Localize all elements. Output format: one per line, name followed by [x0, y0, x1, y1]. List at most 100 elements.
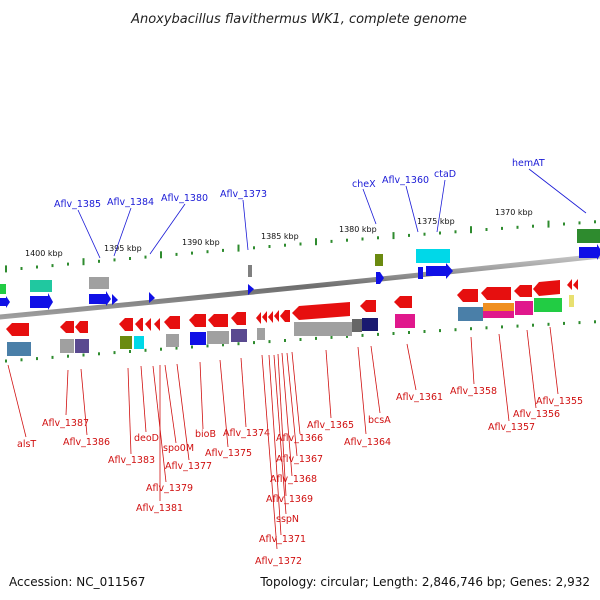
- gene-label: deoD: [134, 433, 159, 444]
- gene-label: alsT: [17, 439, 36, 450]
- scale-tick: [516, 225, 519, 229]
- scale-tick: [377, 332, 379, 336]
- forward-gene: [248, 284, 254, 295]
- scale-tick: [51, 264, 54, 268]
- gene-label: Aflv_1369: [266, 494, 313, 505]
- genome-backbone: [0, 253, 600, 320]
- scale-tick: [423, 330, 426, 333]
- scale-tick: [222, 248, 224, 252]
- scale-tick: [423, 232, 426, 236]
- scale-tick: [67, 354, 69, 358]
- scale-tick: [516, 324, 519, 328]
- cds-feature: [395, 314, 415, 328]
- forward-gene: [579, 244, 600, 260]
- gene-label: Aflv_1368: [270, 474, 317, 485]
- scale-tick: [594, 220, 596, 224]
- reverse-gene: [262, 311, 267, 323]
- kbp-label: 1390 kbp: [182, 238, 220, 247]
- kbp-tick-ring: [5, 220, 596, 273]
- gene-label: Aflv_1371: [259, 534, 306, 545]
- reverse-gene: [60, 321, 74, 333]
- kbp-label: 1385 kbp: [261, 232, 299, 241]
- scale-tick: [51, 355, 54, 359]
- gene-label: sspN: [276, 514, 299, 525]
- scale-tick: [330, 239, 333, 243]
- cds-feature: [75, 339, 89, 353]
- cds-feature: [190, 332, 206, 345]
- scale-tick: [144, 255, 147, 259]
- scale-tick: [20, 267, 23, 270]
- scale-tick: [206, 250, 209, 254]
- cds-feature: [30, 280, 52, 292]
- cds-feature: [534, 298, 562, 312]
- reverse-gene: [164, 316, 180, 329]
- kbp-scale-labels: 1400 kbp 1395 kbp 1390 kbp 1385 kbp 1380…: [25, 208, 533, 258]
- forward-gene: [30, 293, 53, 310]
- scale-tick: [392, 232, 395, 240]
- reverse-gene: [514, 285, 532, 297]
- gene-label: Aflv_1365: [307, 420, 354, 431]
- cds-feature: [7, 342, 31, 356]
- scale-tick: [191, 345, 193, 349]
- gene-label: Aflv_1385: [54, 199, 101, 210]
- reverse-gene: [533, 280, 560, 296]
- scale-tick: [129, 350, 131, 353]
- scale-tick: [113, 258, 116, 262]
- reverse-gene: [274, 310, 279, 322]
- scale-tick: [408, 233, 410, 237]
- gene-label: Aflv_1386: [63, 437, 110, 448]
- gene-label: Aflv_1383: [108, 455, 155, 466]
- gene-label: Aflv_1387: [42, 418, 89, 429]
- gene-label: hemAT: [512, 158, 545, 169]
- scale-tick: [299, 242, 302, 246]
- forward-gene: [376, 272, 384, 284]
- scale-tick: [470, 327, 472, 331]
- scale-tick: [346, 334, 348, 338]
- cds-feature: [0, 284, 6, 294]
- forward-gene: [149, 292, 155, 303]
- cds-feature: [89, 277, 109, 289]
- reverse-gene: [567, 279, 572, 290]
- scale-tick: [578, 221, 581, 225]
- reverse-gene: [573, 279, 578, 290]
- gene-label: Aflv_1374: [223, 428, 270, 439]
- gene-label: bcsA: [368, 415, 391, 426]
- scale-tick: [175, 346, 178, 350]
- top-gene-labels: Aflv_1385 Aflv_1384 Aflv_1380 Aflv_1373 …: [54, 158, 545, 210]
- kbp-label: 1370 kbp: [495, 208, 533, 217]
- scale-tick: [222, 343, 224, 347]
- gene-label: Aflv_1361: [396, 392, 443, 403]
- cds-feature: [458, 307, 483, 321]
- topology-text: Topology: circular; Length: 2,846,746 bp…: [259, 575, 590, 589]
- scale-tick: [237, 244, 240, 252]
- reverse-gene: [256, 312, 261, 324]
- scale-tick: [82, 258, 85, 266]
- gene-label: Aflv_1372: [255, 556, 302, 567]
- reverse-gene: [75, 321, 88, 333]
- gene-label: Aflv_1381: [136, 503, 183, 514]
- kbp-label: 1400 kbp: [25, 249, 63, 258]
- reverse-gene: [394, 296, 412, 308]
- scale-tick: [253, 341, 255, 345]
- kbp-label: 1395 kbp: [104, 244, 142, 253]
- scale-tick: [501, 325, 503, 329]
- reverse-gene: [154, 318, 160, 331]
- reverse-gene: [360, 300, 376, 312]
- scale-tick: [392, 332, 395, 335]
- cds-feature: [483, 311, 514, 318]
- reverse-gene: [189, 314, 206, 327]
- reverse-gene: [457, 289, 478, 302]
- cds-feature: [515, 301, 533, 315]
- forward-gene: [418, 267, 423, 279]
- scale-tick: [284, 243, 286, 247]
- cds-feature: [352, 319, 362, 332]
- scale-tick: [113, 351, 116, 355]
- scale-tick: [454, 328, 457, 332]
- cds-feature: [257, 328, 265, 340]
- gene-label: Aflv_1358: [450, 386, 497, 397]
- cds-feature: [60, 339, 74, 353]
- scale-tick: [129, 257, 131, 260]
- scale-tick: [470, 226, 472, 234]
- bottom-gene-labels: alsT Aflv_1387 Aflv_1386 Aflv_1383 deoD …: [17, 386, 583, 567]
